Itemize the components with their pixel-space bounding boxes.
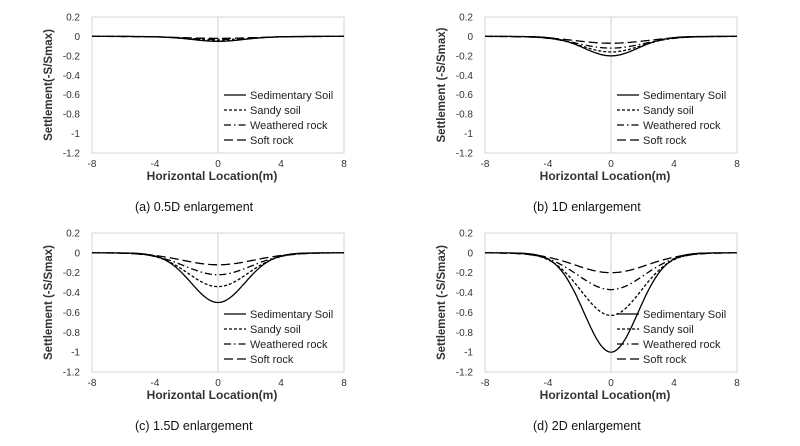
legend-label-2: Sandy soil — [643, 105, 694, 117]
y-axis-title: Settlement(-S/Smax) — [43, 29, 55, 141]
legend-label-1: Sedimentary Soil — [250, 90, 333, 102]
panel-caption: (b) 1D enlargement — [533, 200, 641, 214]
legend-label-4: Soft rock — [643, 354, 687, 366]
x-tick-label: -8 — [481, 378, 490, 389]
legend-label-1: Sedimentary Soil — [250, 309, 333, 321]
y-tick-label: -0.4 — [456, 288, 474, 299]
y-tick-label: -1.2 — [63, 149, 81, 160]
y-tick-label: -0.2 — [63, 51, 81, 62]
y-tick-label: -0.8 — [63, 328, 81, 339]
x-axis-title: Horizontal Location(m) — [540, 169, 671, 183]
y-tick-label: -0.8 — [63, 110, 81, 121]
legend-label-1: Sedimentary Soil — [643, 309, 726, 321]
y-tick-label: -0.4 — [63, 288, 81, 299]
x-tick-label: 0 — [608, 378, 614, 389]
y-tick-label: -0.6 — [63, 308, 81, 319]
y-tick-label: -1.2 — [456, 368, 474, 379]
legend-label-2: Sandy soil — [643, 324, 694, 336]
y-tick-label: 0 — [467, 32, 473, 43]
y-tick-label: -1 — [464, 348, 473, 359]
x-axis-title: Horizontal Location(m) — [147, 169, 278, 183]
panel-2: 0.2 0 -0.2 -0.4 -0.6 -0.8 -1 -1.2 -8 -4 0 4 8 Horizon… — [436, 13, 740, 215]
x-tick-label: 4 — [278, 159, 284, 170]
y-tick-label: -1.2 — [63, 368, 81, 379]
series-line-4 — [485, 35, 737, 44]
panel-caption: (a) 0.5D enlargement — [135, 200, 254, 214]
legend-label-3: Weathered rock — [643, 339, 721, 351]
panel-caption: (d) 2D enlargement — [533, 419, 641, 433]
series-line-3 — [485, 35, 737, 49]
y-tick-label: -0.2 — [63, 268, 81, 279]
legend-label-3: Weathered rock — [643, 120, 721, 132]
legend-label-3: Weathered rock — [250, 120, 328, 132]
x-tick-label: -4 — [151, 159, 160, 170]
x-tick-label: 4 — [671, 159, 677, 170]
x-tick-label: 8 — [341, 378, 347, 389]
legend-label-4: Soft rock — [643, 135, 687, 147]
y-tick-label: -0.8 — [456, 328, 474, 339]
y-tick-label: 0 — [74, 248, 80, 259]
x-tick-label: 0 — [215, 159, 221, 170]
legend-label-2: Sandy soil — [250, 105, 301, 117]
y-tick-label: -1 — [71, 129, 80, 140]
x-tick-label: 8 — [734, 159, 740, 170]
y-tick-label: 0 — [74, 32, 80, 43]
y-tick-label: -0.4 — [63, 71, 81, 82]
y-tick-label: 0.2 — [459, 229, 473, 240]
x-tick-label: 0 — [608, 159, 614, 170]
y-axis-title: Settlement (-S/Smax) — [436, 27, 448, 142]
y-tick-label: -1.2 — [456, 149, 474, 160]
legend-label-1: Sedimentary Soil — [643, 90, 726, 102]
x-tick-label: 0 — [215, 378, 221, 389]
y-tick-label: 0 — [467, 248, 473, 259]
y-tick-label: 0.2 — [459, 13, 473, 24]
y-tick-label: -0.8 — [456, 110, 474, 121]
y-tick-label: -0.2 — [456, 268, 474, 279]
x-tick-label: -8 — [88, 159, 97, 170]
y-tick-label: 0.2 — [66, 13, 80, 24]
y-tick-label: -0.6 — [456, 308, 474, 319]
y-tick-label: -0.4 — [456, 71, 474, 82]
legend-label-3: Weathered rock — [250, 339, 328, 351]
x-tick-label: 8 — [341, 159, 347, 170]
y-tick-label: -1 — [464, 129, 473, 140]
x-tick-label: -4 — [544, 159, 553, 170]
x-tick-label: 4 — [671, 378, 677, 389]
series-line-4 — [92, 252, 344, 266]
panel-4: 0.2 0 -0.2 -0.4 -0.6 -0.8 -1 -1.2 -8 -4 0 4 8 Horizon… — [436, 229, 740, 434]
x-tick-label: -4 — [151, 378, 160, 389]
legend-label-2: Sandy soil — [250, 324, 301, 336]
y-axis-title: Settlement (-S/Smax) — [43, 245, 55, 360]
y-tick-label: -1 — [71, 348, 80, 359]
legend-label-4: Soft rock — [250, 135, 294, 147]
series-line-4 — [92, 35, 344, 40]
y-tick-label: -0.6 — [456, 90, 474, 101]
x-axis-title: Horizontal Location(m) — [540, 388, 671, 402]
panel-3: 0.2 0 -0.2 -0.4 -0.6 -0.8 -1 -1.2 -8 -4 0 4 8 Horizon… — [43, 229, 347, 434]
x-tick-label: -4 — [544, 378, 553, 389]
x-tick-label: -8 — [88, 378, 97, 389]
y-tick-label: -0.2 — [456, 51, 474, 62]
x-axis-title: Horizontal Location(m) — [147, 388, 278, 402]
y-tick-label: 0.2 — [66, 229, 80, 240]
series-line-4 — [485, 252, 737, 274]
panel-caption: (c) 1.5D enlargement — [135, 419, 253, 433]
y-tick-label: -0.6 — [63, 90, 81, 101]
y-axis-title: Settlement (-S/Smax) — [436, 245, 448, 360]
legend-label-4: Soft rock — [250, 354, 294, 366]
series-line-3 — [92, 35, 344, 40]
series-line-3 — [485, 252, 737, 291]
x-tick-label: 4 — [278, 378, 284, 389]
x-tick-label: -8 — [481, 159, 490, 170]
x-tick-label: 8 — [734, 378, 740, 389]
panel-1: 0.2 0 -0.2 -0.4 -0.6 -0.8 -1 -1.2 -8 -4 0 4 8 Horizon… — [43, 13, 347, 215]
